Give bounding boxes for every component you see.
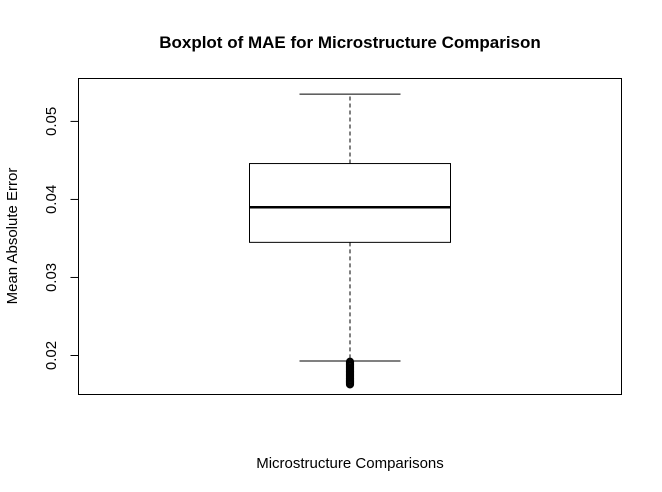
y-axis-label: Mean Absolute Error [4,168,21,305]
outlier-point [345,380,355,389]
y-tick-label: 0.03 [43,263,60,292]
y-tick-label: 0.04 [43,185,60,214]
interquartile-box [249,163,451,243]
chart-title: Boxplot of MAE for Microstructure Compar… [159,33,541,52]
outlier-group [345,357,355,389]
y-axis: 0.02 0.03 0.04 0.05 [43,107,79,370]
y-tick-label: 0.05 [43,107,60,136]
box-group [249,93,451,362]
x-axis-label: Microstructure Comparisons [256,455,444,472]
y-tick-label: 0.02 [43,341,60,370]
